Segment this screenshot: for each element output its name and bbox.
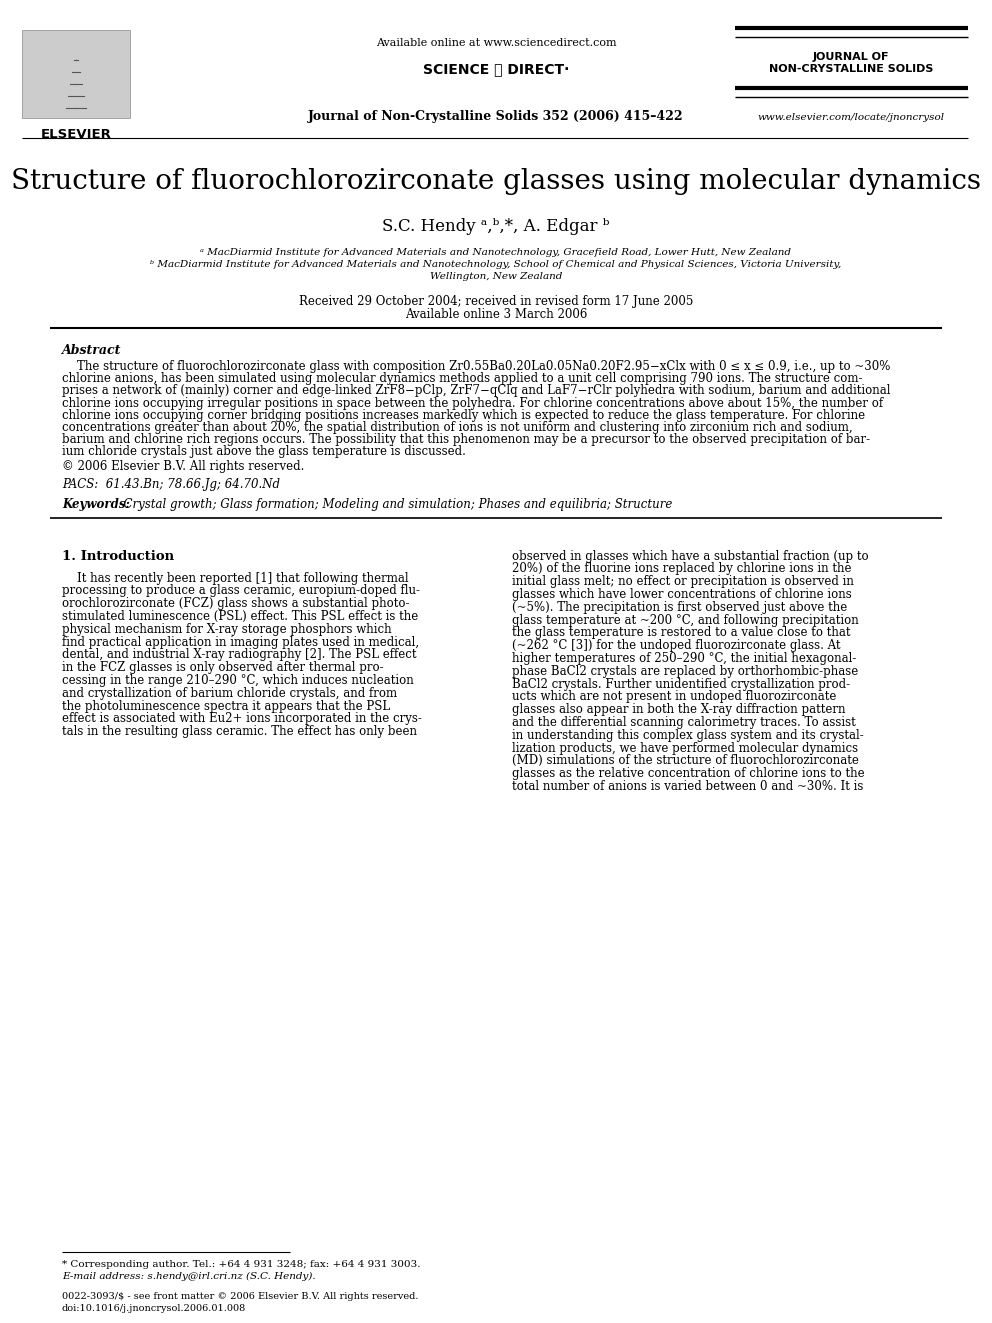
Text: and the differential scanning calorimetry traces. To assist: and the differential scanning calorimetr… [512, 716, 856, 729]
Text: (~5%). The precipitation is first observed just above the: (~5%). The precipitation is first observ… [512, 601, 847, 614]
Text: ium chloride crystals just above the glass temperature is discussed.: ium chloride crystals just above the gla… [62, 446, 466, 458]
Text: ᵇ MacDiarmid Institute for Advanced Materials and Nanotechnology, School of Chem: ᵇ MacDiarmid Institute for Advanced Mate… [151, 261, 841, 269]
Text: cessing in the range 210–290 °C, which induces nucleation: cessing in the range 210–290 °C, which i… [62, 673, 414, 687]
Text: chlorine anions, has been simulated using molecular dynamics methods applied to : chlorine anions, has been simulated usin… [62, 372, 862, 385]
Text: dental, and industrial X-ray radiography [2]. The PSL effect: dental, and industrial X-ray radiography… [62, 648, 417, 662]
Text: * Corresponding author. Tel.: +64 4 931 3248; fax: +64 4 931 3003.: * Corresponding author. Tel.: +64 4 931 … [62, 1259, 421, 1269]
Text: Available online 3 March 2006: Available online 3 March 2006 [405, 308, 587, 321]
Text: higher temperatures of 250–290 °C, the initial hexagonal-: higher temperatures of 250–290 °C, the i… [512, 652, 856, 665]
Text: Keywords:: Keywords: [62, 497, 130, 511]
Text: doi:10.1016/j.jnoncrysol.2006.01.008: doi:10.1016/j.jnoncrysol.2006.01.008 [62, 1304, 246, 1312]
Bar [22, 30, 130, 118]
Text: Crystal growth; Glass formation; Modeling and simulation; Phases and equilibria;: Crystal growth; Glass formation; Modelin… [116, 497, 673, 511]
Text: PACS:  61.43.Bn; 78.66.Jg; 64.70.Nd: PACS: 61.43.Bn; 78.66.Jg; 64.70.Nd [62, 478, 280, 491]
Text: Available online at www.sciencedirect.com: Available online at www.sciencedirect.co… [376, 38, 616, 48]
Text: glasses which have lower concentrations of chlorine ions: glasses which have lower concentrations … [512, 587, 852, 601]
Text: BaCl2 crystals. Further unidentified crystallization prod-: BaCl2 crystals. Further unidentified cry… [512, 677, 850, 691]
Text: www.elsevier.com/locate/jnoncrysol: www.elsevier.com/locate/jnoncrysol [758, 112, 944, 122]
Text: It has recently been reported [1] that following thermal: It has recently been reported [1] that f… [62, 572, 409, 585]
Text: stimulated luminescence (PSL) effect. This PSL effect is the: stimulated luminescence (PSL) effect. Th… [62, 610, 419, 623]
Text: 20%) of the fluorine ions replaced by chlorine ions in the: 20%) of the fluorine ions replaced by ch… [512, 562, 851, 576]
Text: Abstract: Abstract [62, 344, 121, 357]
Text: ELSEVIER: ELSEVIER [41, 128, 111, 142]
Text: in the FCZ glasses is only observed after thermal pro-: in the FCZ glasses is only observed afte… [62, 662, 384, 675]
Text: the glass temperature is restored to a value close to that: the glass temperature is restored to a v… [512, 626, 850, 639]
Text: S.C. Hendy ᵃ,ᵇ,*, A. Edgar ᵇ: S.C. Hendy ᵃ,ᵇ,*, A. Edgar ᵇ [382, 218, 610, 235]
Text: Structure of fluorochlorozirconate glasses using molecular dynamics: Structure of fluorochlorozirconate glass… [11, 168, 981, 194]
Text: orochlorozirconate (FCZ) glass shows a substantial photo-: orochlorozirconate (FCZ) glass shows a s… [62, 597, 410, 610]
Text: prises a network of (mainly) corner and edge-linked ZrF8−pClp, ZrF7−qClq and LaF: prises a network of (mainly) corner and … [62, 385, 891, 397]
Text: Wellington, New Zealand: Wellington, New Zealand [430, 273, 562, 280]
Text: the photoluminescence spectra it appears that the PSL: the photoluminescence spectra it appears… [62, 700, 390, 713]
Text: chlorine ions occupying corner bridging positions increases markedly which is ex: chlorine ions occupying corner bridging … [62, 409, 865, 422]
Text: phase BaCl2 crystals are replaced by orthorhombic-phase: phase BaCl2 crystals are replaced by ort… [512, 664, 858, 677]
Text: Journal of Non-Crystalline Solids 352 (2006) 415–422: Journal of Non-Crystalline Solids 352 (2… [309, 110, 683, 123]
Text: find practical application in imaging plates used in medical,: find practical application in imaging pl… [62, 635, 420, 648]
Text: SCIENCE ⓐ DIRECT·: SCIENCE ⓐ DIRECT· [423, 62, 569, 75]
Text: initial glass melt; no effect or precipitation is observed in: initial glass melt; no effect or precipi… [512, 576, 854, 589]
Text: observed in glasses which have a substantial fraction (up to: observed in glasses which have a substan… [512, 549, 869, 562]
Text: lization products, we have performed molecular dynamics: lization products, we have performed mol… [512, 742, 858, 754]
Text: E-mail address: s.hendy@irl.cri.nz (S.C. Hendy).: E-mail address: s.hendy@irl.cri.nz (S.C.… [62, 1271, 315, 1281]
Text: ᵃ MacDiarmid Institute for Advanced Materials and Nanotechnology, Gracefield Roa: ᵃ MacDiarmid Institute for Advanced Mate… [200, 247, 792, 257]
Text: ucts which are not present in undoped fluorozirconate: ucts which are not present in undoped fl… [512, 691, 836, 704]
Text: total number of anions is varied between 0 and ~30%. It is: total number of anions is varied between… [512, 781, 863, 792]
Text: and crystallization of barium chloride crystals, and from: and crystallization of barium chloride c… [62, 687, 397, 700]
Text: glass temperature at ~200 °C, and following precipitation: glass temperature at ~200 °C, and follow… [512, 614, 859, 627]
Text: barium and chlorine rich regions occurs. The possibility that this phenomenon ma: barium and chlorine rich regions occurs.… [62, 433, 870, 446]
Text: The structure of fluorochlorozirconate glass with composition Zr0.55Ba0.20La0.05: The structure of fluorochlorozirconate g… [62, 360, 891, 373]
Text: JOURNAL OF: JOURNAL OF [812, 52, 889, 62]
Text: 1. Introduction: 1. Introduction [62, 549, 175, 562]
Text: physical mechanism for X-ray storage phosphors which: physical mechanism for X-ray storage pho… [62, 623, 392, 636]
Text: © 2006 Elsevier B.V. All rights reserved.: © 2006 Elsevier B.V. All rights reserved… [62, 459, 305, 472]
Text: Received 29 October 2004; received in revised form 17 June 2005: Received 29 October 2004; received in re… [299, 295, 693, 308]
Text: chlorine ions occupying irregular positions in space between the polyhedra. For : chlorine ions occupying irregular positi… [62, 397, 883, 410]
Text: glasses also appear in both the X-ray diffraction pattern: glasses also appear in both the X-ray di… [512, 704, 845, 716]
Text: processing to produce a glass ceramic, europium-doped flu-: processing to produce a glass ceramic, e… [62, 585, 420, 598]
Text: concentrations greater than about 20%, the spatial distribution of ions is not u: concentrations greater than about 20%, t… [62, 421, 853, 434]
Text: effect is associated with Eu2+ ions incorporated in the crys-: effect is associated with Eu2+ ions inco… [62, 712, 422, 725]
Text: 0022-3093/$ - see front matter © 2006 Elsevier B.V. All rights reserved.: 0022-3093/$ - see front matter © 2006 El… [62, 1293, 419, 1301]
Text: glasses as the relative concentration of chlorine ions to the: glasses as the relative concentration of… [512, 767, 865, 781]
Text: NON-CRYSTALLINE SOLIDS: NON-CRYSTALLINE SOLIDS [769, 64, 933, 74]
Text: tals in the resulting glass ceramic. The effect has only been: tals in the resulting glass ceramic. The… [62, 725, 417, 738]
Text: (MD) simulations of the structure of fluorochlorozirconate: (MD) simulations of the structure of flu… [512, 754, 859, 767]
Text: in understanding this complex glass system and its crystal-: in understanding this complex glass syst… [512, 729, 864, 742]
Text: (~262 °C [3]) for the undoped fluorozirconate glass. At: (~262 °C [3]) for the undoped fluorozirc… [512, 639, 840, 652]
